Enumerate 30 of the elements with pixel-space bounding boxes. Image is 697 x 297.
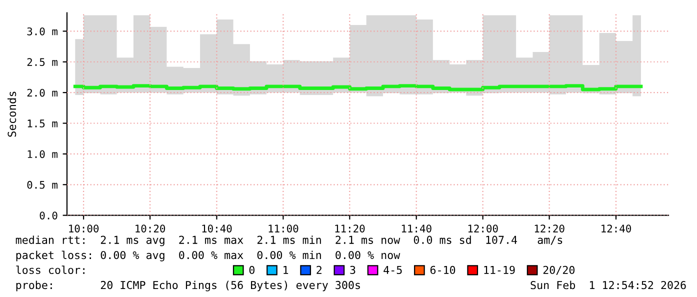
x-tick-label: 12:00	[468, 224, 498, 232]
x-tick-label: 11:40	[402, 224, 432, 232]
legend-label: 11-19	[484, 266, 515, 274]
text: probe: 20 ICMP Echo Pings (56 Bytes) every 300s	[16, 280, 360, 292]
y-tick-label: 0.5 m	[27, 180, 58, 189]
text: median rtt: 2.1 ms avg 2.1 ms max 2.1 ms min 2.1 ms now 0.0 ms sd 107.4 am/s	[16, 236, 562, 246]
y-tick-label: 0.0	[40, 212, 58, 220]
legend-label: 6-10	[430, 266, 456, 274]
x-tick-label: 12:40	[602, 224, 631, 232]
y-tick-label: 1.5 m	[28, 120, 58, 128]
text: packet loss: 0.00 % avg 0.00 % max 0.00 % min 0.00 % now	[16, 250, 400, 262]
y-tick-label: 2.0 m	[27, 88, 58, 97]
y-tick-label: 1.0 m	[28, 150, 58, 158]
x-tick-label: 10:40	[202, 224, 232, 232]
legend-label: 3	[350, 266, 356, 274]
legend-label: 4-5	[384, 266, 402, 274]
y-tick-label: 3.0 m	[27, 27, 58, 36]
legend-label: 0	[249, 266, 254, 274]
legend-label: 1	[284, 266, 288, 274]
x-tick-label: 11:20	[335, 224, 365, 232]
legend-label: 2	[316, 266, 322, 274]
legend-label: 20/20	[543, 266, 575, 275]
y-tick-label: 2.5 m	[27, 58, 58, 66]
y-axis-title: Seconds	[8, 92, 16, 137]
legend-title: loss color:	[16, 266, 84, 274]
x-tick-label: 11:00	[268, 224, 298, 232]
x-tick-label: 10:00	[69, 224, 99, 232]
x-tick-label: 12:20	[534, 224, 564, 232]
text: Sun Feb 1 12:54:52 2026	[530, 280, 686, 290]
x-tick-label: 10:20	[136, 224, 166, 232]
